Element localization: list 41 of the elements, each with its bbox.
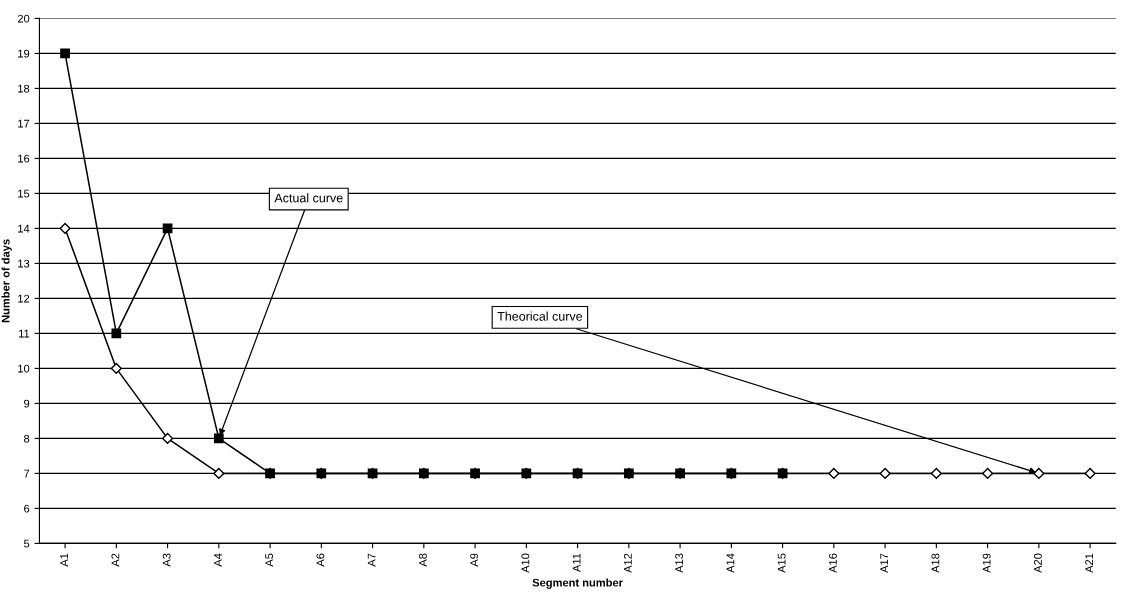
x-tick-label: A18 [931, 553, 940, 573]
x-tick-label: A15 [777, 553, 786, 573]
y-tick-label: 16 [18, 154, 30, 163]
y-tick-label: 17 [18, 119, 30, 128]
y-axis-title: Number of days [1, 239, 12, 323]
x-tick-label: A14 [726, 553, 735, 573]
y-tick-label: 6 [24, 504, 30, 513]
x-tick-label: A13 [675, 553, 684, 573]
x-axis-title: Segment number [532, 578, 623, 589]
annotation: Actual curve [274, 193, 343, 203]
y-tick-label: 18 [18, 84, 30, 93]
x-tick-label: A2 [111, 553, 120, 567]
y-tick-label: 14 [18, 224, 30, 233]
x-tick-label: A7 [367, 553, 376, 567]
y-tick-label: 20 [17, 14, 30, 23]
x-tick-label: A11 [572, 553, 581, 573]
x-tick-label: A5 [265, 553, 274, 567]
x-tick-label: A20 [1033, 553, 1042, 573]
x-tick-label: A12 [623, 553, 632, 573]
y-tick-label: 19 [18, 49, 30, 58]
x-tick-label: A6 [316, 553, 325, 567]
x-tick-label: A4 [214, 553, 222, 567]
y-tick-label: 5 [23, 539, 30, 548]
y-tick-label: 9 [24, 399, 30, 408]
y-tick-label: 15 [18, 189, 30, 198]
y-tick-label: 7 [24, 469, 30, 478]
x-tick-label: A3 [162, 553, 171, 567]
x-tick-label: A8 [418, 553, 427, 567]
annotation: Theorical curve [497, 311, 583, 321]
x-tick-label: A21 [1085, 553, 1093, 573]
x-tick-label: A10 [521, 553, 530, 573]
y-tick-label: 11 [19, 329, 30, 338]
x-tick-label: A17 [880, 553, 888, 573]
y-tick-label: 8 [24, 434, 30, 443]
x-tick-label: A16 [828, 553, 837, 573]
y-tick-label: 13 [18, 259, 30, 268]
x-tick-label: A19 [982, 553, 991, 573]
y-tick-label: 10 [18, 364, 30, 373]
y-tick-label: 12 [18, 294, 30, 303]
x-tick-label: A9 [470, 553, 479, 567]
x-tick-label: A1 [60, 553, 68, 567]
